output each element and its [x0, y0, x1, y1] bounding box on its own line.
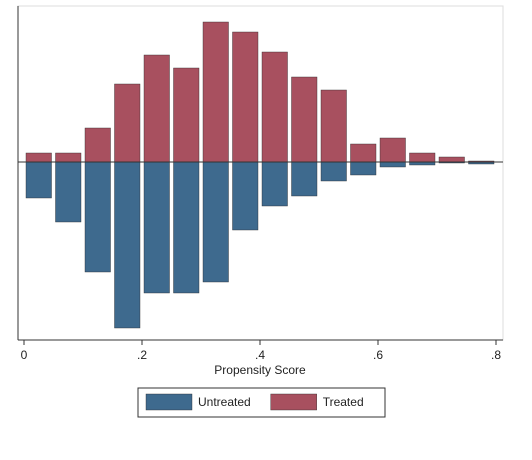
- bar: [173, 161, 200, 294]
- bar: [350, 161, 377, 176]
- bar: [202, 21, 229, 163]
- bar: [25, 152, 52, 163]
- bar: [409, 152, 436, 163]
- bar: [261, 161, 288, 207]
- bar: [232, 161, 259, 231]
- x-tick-label: .8: [491, 348, 501, 362]
- legend-label: Untreated: [198, 395, 251, 409]
- legend-label: Treated: [323, 395, 364, 409]
- x-axis-label: Propensity Score: [214, 363, 306, 377]
- bar: [55, 152, 82, 163]
- bar: [173, 67, 200, 163]
- bar: [84, 127, 111, 163]
- bar: [84, 161, 111, 273]
- bar: [350, 143, 377, 163]
- bar: [379, 137, 406, 163]
- bar: [25, 161, 52, 199]
- bar: [320, 161, 347, 182]
- bar: [114, 83, 141, 163]
- bar: [232, 31, 259, 163]
- x-tick-label: .4: [255, 348, 265, 362]
- bar: [320, 89, 347, 163]
- bar: [143, 161, 170, 294]
- bar: [143, 54, 170, 163]
- bar: [438, 156, 465, 163]
- bar: [55, 161, 82, 223]
- x-tick-label: 0: [21, 348, 28, 362]
- bar: [291, 161, 318, 197]
- bar: [379, 161, 406, 168]
- x-tick-label: .6: [373, 348, 383, 362]
- bar: [261, 51, 288, 163]
- bar: [202, 161, 229, 283]
- legend-swatch: [145, 393, 193, 411]
- bar: [291, 76, 318, 163]
- legend-swatch: [270, 393, 317, 411]
- x-tick-label: .2: [137, 348, 147, 362]
- bar: [114, 161, 141, 329]
